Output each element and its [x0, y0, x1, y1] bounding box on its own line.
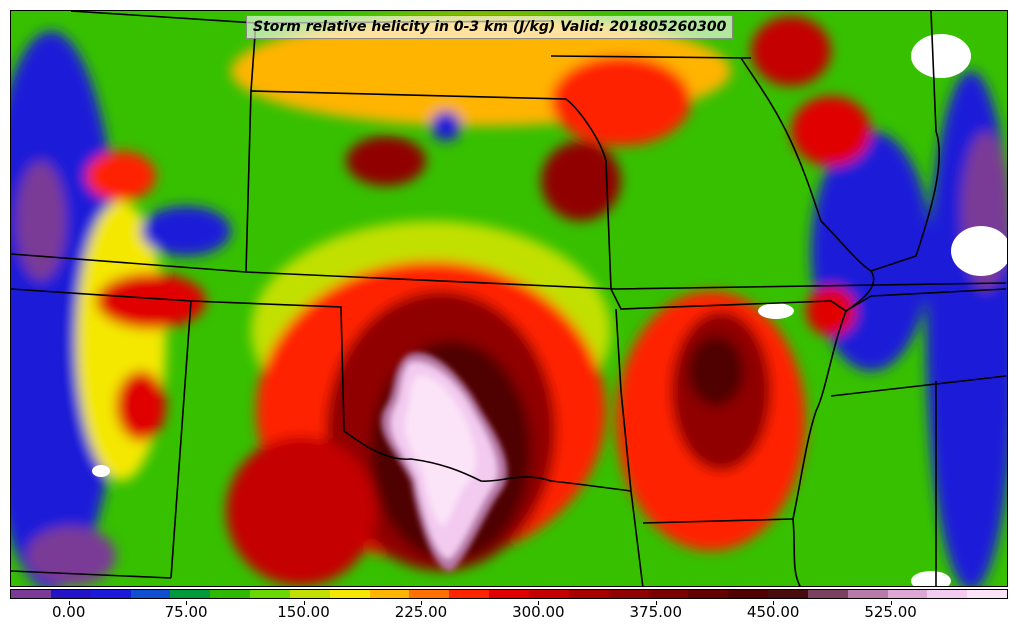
white-patches — [92, 34, 1007, 586]
colorbar-segment — [409, 590, 450, 598]
colorbar — [10, 589, 1008, 599]
colorbar-segment — [130, 590, 171, 598]
white-patch-ar — [758, 303, 794, 319]
dark-patch-kansas — [346, 136, 426, 186]
colorbar-segment — [90, 590, 131, 598]
red-patch-mississippi — [806, 286, 856, 336]
white-patch-w — [92, 465, 110, 477]
blue-region-nw — [141, 206, 231, 256]
colorbar-tick-label: 450.00 — [746, 603, 800, 621]
border-ms-al — [830, 375, 1007, 397]
colorbar-tick-mark — [655, 601, 657, 605]
colorbar-segment — [289, 590, 330, 598]
colorbar-tick-label: 300.00 — [512, 603, 565, 621]
colorbar-segment — [967, 590, 1008, 598]
blue-patch-nebraska — [431, 111, 461, 141]
red-swath-southwest — [226, 436, 376, 586]
colorbar-segment — [528, 590, 569, 598]
colorbar-tick-label: 225.00 — [394, 603, 448, 621]
colorbar-tick-label: 0.00 — [52, 603, 86, 621]
border-il-in — [870, 11, 941, 272]
red-patch-west-1 — [96, 273, 206, 329]
helicity-field — [11, 16, 1007, 586]
border-ar-la — [642, 518, 794, 524]
border-ms-river-north — [740, 57, 875, 312]
colorbar-tick-label: 525.00 — [864, 603, 917, 621]
colorbar-tick-label: 150.00 — [277, 603, 330, 621]
white-patch-se — [911, 571, 951, 586]
colorbar-segment — [210, 590, 251, 598]
colorbar-segment — [170, 590, 211, 598]
colorbar-tick-mark — [186, 601, 188, 605]
colorbar-segment — [847, 590, 888, 598]
colorbar-segment — [728, 590, 769, 598]
border-ia-mn — [550, 55, 752, 59]
border-ok-ar — [615, 308, 644, 586]
colorbar-segment — [568, 590, 609, 598]
colorbar-segment — [11, 590, 51, 598]
purple-region-west — [16, 161, 66, 281]
colorbar-tick-label: 375.00 — [629, 603, 683, 621]
red-patch-north-1 — [551, 56, 691, 146]
colorbar-tick-mark — [538, 601, 540, 605]
red-patch-missouri — [791, 96, 871, 166]
colorbar-segment — [648, 590, 689, 598]
colorbar-segment — [250, 590, 290, 598]
colorbar-segment — [369, 590, 410, 598]
colorbar-tick-mark — [303, 601, 305, 605]
colorbar-segment — [688, 590, 729, 598]
border-west-nv — [11, 570, 172, 579]
state-borders — [11, 11, 1007, 586]
border-ok-tx-panhandle — [190, 300, 345, 432]
colorbar-segment — [887, 590, 928, 598]
maroon-core-arkansas — [688, 336, 744, 406]
colorbar-tick-mark — [773, 601, 775, 605]
white-patch-ne-1 — [911, 34, 971, 78]
border-mo-ne — [565, 98, 612, 290]
border-mo-north — [610, 288, 847, 312]
border-co-north — [11, 253, 1007, 290]
colorbar-tick-mark — [68, 601, 70, 605]
border-nm-tx — [170, 300, 192, 579]
border-mississippi — [792, 310, 847, 586]
helicity-map — [11, 11, 1007, 586]
colorbar-segment — [489, 590, 529, 598]
colorbar-tick-mark — [420, 601, 422, 605]
map-frame — [10, 10, 1008, 587]
colorbar-tick-mark — [890, 601, 892, 605]
border-red-river — [343, 430, 632, 492]
purple-region-southwest — [26, 526, 116, 586]
colorbar-segment — [927, 590, 968, 598]
colorbar-segment — [50, 590, 91, 598]
colorbar-segment — [807, 590, 848, 598]
border-ca-north — [11, 288, 192, 302]
colorbar-segment — [329, 590, 370, 598]
map-title: Storm relative helicity in 0-3 km (J/kg)… — [246, 15, 734, 39]
white-patch-ne-2 — [951, 226, 1007, 276]
dark-patch-northeast — [541, 141, 621, 221]
colorbar-segment — [768, 590, 808, 598]
helicity-maximum — [381, 352, 508, 571]
red-patch-north-2 — [751, 16, 831, 86]
red-patch-nw — [86, 151, 156, 201]
colorbar-segment — [449, 590, 490, 598]
pink-maximum-core — [404, 375, 477, 526]
colorbar-ticks: 0.00 75.00 150.00 225.00 300.00 375.00 450.00 5… — [10, 601, 1008, 625]
red-patch-west-2 — [116, 371, 166, 441]
colorbar-segment — [608, 590, 649, 598]
colorbar-tick-label: 75.00 — [164, 603, 208, 621]
border-ky-tn — [845, 288, 1007, 312]
